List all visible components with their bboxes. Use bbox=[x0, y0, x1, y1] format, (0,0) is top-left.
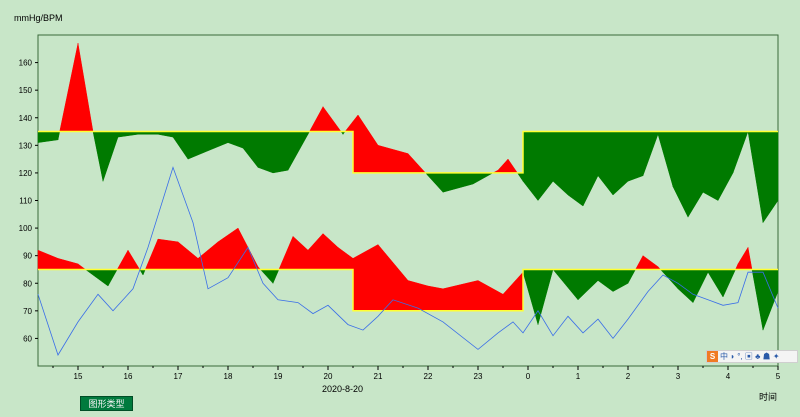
systolic-threshold bbox=[38, 130, 778, 174]
x-tick-label: 1 bbox=[576, 372, 581, 381]
systolic-fill bbox=[37, 43, 779, 224]
x-tick-label: 3 bbox=[676, 372, 681, 381]
area-below bbox=[702, 131, 719, 201]
y-tick-label: 60 bbox=[23, 334, 32, 343]
heart-rate-series bbox=[37, 166, 779, 356]
area-above bbox=[427, 285, 444, 312]
y-axis-label: mmHg/BPM bbox=[14, 13, 63, 23]
x-tick-label: 16 bbox=[124, 372, 133, 381]
date-label: 2020-8-20 bbox=[322, 384, 364, 394]
y-tick-label: 100 bbox=[19, 224, 33, 233]
plot-area bbox=[37, 34, 779, 367]
area-above bbox=[157, 238, 179, 270]
x-axis: 151617181920212223012345678910111213 bbox=[52, 366, 781, 381]
area-above bbox=[407, 280, 429, 312]
x-tick-label: 20 bbox=[324, 372, 333, 381]
y-tick-label: 140 bbox=[19, 114, 33, 123]
x-tick-label: 2 bbox=[626, 372, 631, 381]
threshold-lines bbox=[38, 130, 778, 312]
x-tick-label: 0 bbox=[526, 372, 531, 381]
y-tick-label: 160 bbox=[19, 59, 33, 68]
x-tick-label: 21 bbox=[374, 372, 383, 381]
x-tick-label: 18 bbox=[224, 372, 233, 381]
ime-logo-icon: S bbox=[707, 351, 718, 362]
x-axis-unit: 时间 bbox=[759, 392, 778, 402]
area-below bbox=[627, 131, 644, 182]
y-tick-label: 150 bbox=[19, 86, 33, 95]
y-axis: 60 70 80 90 100 110 120 130 140 150 160 bbox=[19, 59, 38, 343]
x-tick-label: 19 bbox=[274, 372, 283, 381]
x-tick-label: 23 bbox=[474, 372, 483, 381]
y-tick-label: 110 bbox=[19, 197, 32, 206]
y-tick-label: 70 bbox=[23, 307, 32, 316]
ime-tray-text: 中 ◗ °, ▣ ♣ ☗ ✦ bbox=[720, 352, 780, 361]
x-tick-label: 5 bbox=[776, 372, 781, 381]
y-tick-label: 90 bbox=[23, 252, 32, 261]
area-below bbox=[567, 131, 584, 207]
x-tick-label: 22 bbox=[424, 372, 433, 381]
y-tick-label: 130 bbox=[19, 141, 33, 150]
diastolic-threshold bbox=[38, 268, 778, 312]
area-below bbox=[272, 131, 289, 174]
y-tick-label: 120 bbox=[19, 169, 33, 178]
heart-rate-line bbox=[37, 166, 779, 356]
x-tick-label: 17 bbox=[174, 372, 183, 381]
chart-type-button[interactable]: 图形类型 bbox=[80, 396, 133, 411]
x-tick-label: 15 bbox=[74, 372, 83, 381]
area-below bbox=[257, 131, 274, 174]
y-tick-label: 80 bbox=[23, 279, 32, 288]
x-tick-label: 4 bbox=[726, 372, 731, 381]
